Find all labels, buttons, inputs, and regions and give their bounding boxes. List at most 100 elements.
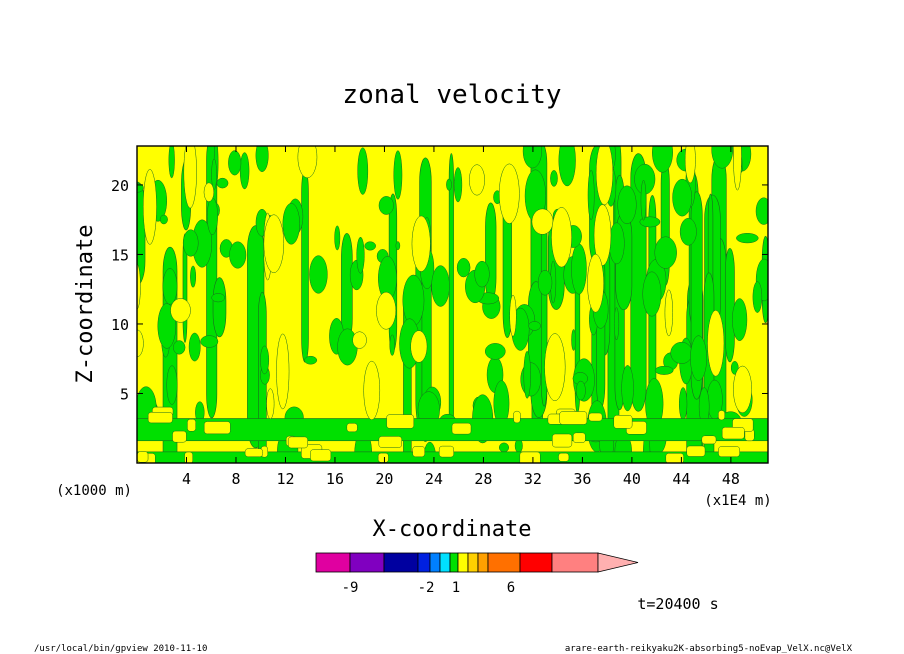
negative-velocity-column [724,247,735,363]
negative-velocity-cell [173,340,186,355]
positive-velocity-cell [438,445,454,458]
footer-left: /usr/local/bin/gpview 2010-11-10 [34,644,207,654]
colorbar-swatch [315,552,351,573]
x-tick-label: 20 [375,470,393,488]
negative-velocity-cell [558,146,576,187]
positive-velocity-cell [588,412,603,422]
positive-velocity-cell [411,215,431,272]
negative-velocity-cell [206,197,218,235]
negative-velocity-cell [211,293,226,303]
positive-velocity-cell [451,422,472,435]
positive-velocity-cell [276,333,290,410]
velocity-field [137,146,768,463]
positive-velocity-cell [509,294,517,337]
negative-velocity-cell [474,260,490,288]
positive-velocity-cell [287,436,308,449]
negative-velocity-cell [309,255,328,294]
positive-velocity-cell [386,414,415,429]
x-tick-label: 24 [425,470,443,488]
negative-velocity-cell [736,233,759,244]
negative-velocity-cell [575,380,586,401]
negative-velocity-cell [159,214,168,225]
negative-velocity-cell [334,225,341,251]
positive-velocity-cell [184,451,194,463]
negative-velocity-cell [137,183,144,193]
negative-velocity-cell [446,178,452,191]
colorbar-label: -9 [342,580,359,596]
y-axis: 5 10 15 20 [111,177,768,403]
footer-right: arare-earth-reikyaku2K-absorbing5-noEvap… [565,644,853,654]
positive-velocity-cell [544,333,566,402]
negative-velocity-cell [639,216,661,228]
negative-velocity-cell [528,321,541,331]
negative-velocity-cell [304,355,318,365]
positive-velocity-cell [377,452,389,463]
colorbar-swatch [417,552,431,573]
positive-velocity-cell [595,146,614,206]
colorbar [315,552,639,573]
x-unit-label: (x1E4 m) [704,493,771,509]
positive-velocity-cell [187,418,196,432]
positive-velocity-cell [593,204,612,266]
positive-velocity-cell [147,412,173,424]
colorbar-swatch [439,552,451,573]
colorbar-label: 6 [507,580,515,596]
negative-velocity-cell [282,203,300,245]
x-tick-label: 48 [722,470,740,488]
colorbar-labels: -9 -2 1 6 [342,580,516,596]
colorbar-label: 1 [452,580,460,596]
negative-velocity-cell [484,343,506,360]
negative-velocity-cell [613,307,620,341]
positive-velocity-cell [170,298,191,323]
negative-velocity-cell [456,258,471,278]
positive-velocity-cell [721,427,745,440]
colorbar-swatch [349,552,385,573]
positive-velocity-cell [558,452,570,462]
positive-velocity-cell [733,365,752,414]
colorbar-swatch [519,552,553,573]
negative-velocity-cell [670,341,693,364]
colorbar-swatch [487,552,521,573]
positive-velocity-cell [498,163,520,224]
positive-velocity-cell [718,446,740,458]
colorbar-swatch [457,552,469,573]
negative-velocity-cell [255,146,269,172]
positive-velocity-cell [376,291,397,330]
negative-velocity-column [301,168,309,363]
y-axis-label: Z-coordinate [73,225,98,384]
negative-velocity-column [212,277,227,338]
negative-velocity-cell [550,170,558,187]
negative-velocity-cell [654,365,674,375]
negative-velocity-cell [522,146,542,169]
positive-velocity-cell [172,430,187,443]
negative-velocity-cell [393,150,403,200]
positive-velocity-cell [352,331,367,349]
negative-velocity-cell [679,217,697,246]
negative-velocity-cell [523,350,531,399]
negative-velocity-cell [587,169,595,221]
negative-velocity-cell [200,335,219,348]
positive-velocity-cell [559,411,588,425]
negative-velocity-cell [389,334,395,356]
colorbar-swatch [429,552,441,573]
negative-velocity-cell [229,241,247,269]
x-tick-label: 40 [623,470,641,488]
negative-velocity-column [341,233,353,343]
positive-velocity-cell [363,360,381,420]
negative-velocity-cell [188,332,201,362]
x-tick-label: 16 [326,470,344,488]
positive-velocity-cell [203,182,215,202]
positive-velocity-cell [203,421,231,435]
negative-velocity-cell [537,269,553,296]
negative-velocity-cell [378,196,394,215]
colorbar-label: -2 [418,580,435,596]
positive-velocity-cell [665,453,684,463]
positive-velocity-cell [346,423,358,433]
plot-frame [136,145,769,464]
positive-velocity-cell [701,435,717,445]
positive-velocity-cell [684,146,696,184]
negative-velocity-cell [162,268,178,305]
x-tick-label: 4 [182,470,191,488]
negative-velocity-cell [402,274,425,327]
